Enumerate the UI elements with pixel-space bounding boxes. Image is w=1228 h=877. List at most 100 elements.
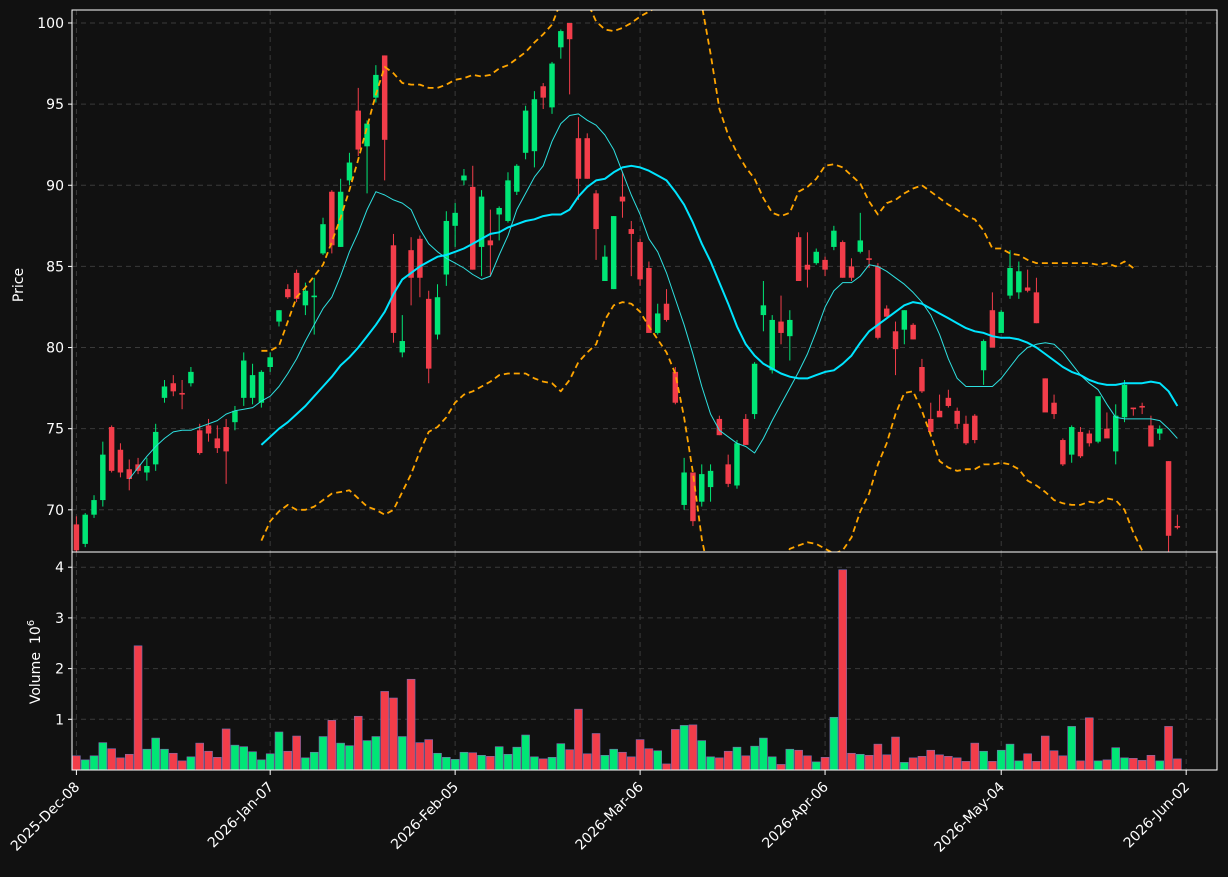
volume-bar — [142, 748, 152, 770]
candle-down — [214, 438, 221, 449]
volume-bar — [627, 756, 636, 770]
volume-bar — [151, 737, 160, 770]
candle-up — [434, 297, 441, 335]
candle-down — [663, 303, 670, 320]
candle-up — [249, 375, 256, 398]
candle-down — [381, 55, 388, 140]
fast-moving-average-line — [128, 113, 1178, 480]
candle-down — [919, 367, 925, 392]
volume-bar — [688, 724, 698, 770]
volume-bar — [327, 720, 337, 770]
volume-bar — [785, 748, 795, 770]
candle-down — [1086, 433, 1093, 444]
volume-bar — [574, 708, 583, 770]
candle-up — [505, 180, 511, 221]
volume-bar — [653, 750, 662, 770]
candle-down — [1033, 292, 1040, 324]
volume-bar — [829, 716, 839, 770]
volume-bar — [979, 750, 988, 770]
volume-bar — [1137, 760, 1147, 770]
volume-bar — [679, 725, 689, 770]
candle-up — [1157, 428, 1163, 434]
volume-bar — [582, 753, 592, 770]
volume-bar — [433, 752, 442, 770]
candle-down — [1148, 425, 1154, 447]
volume-bar — [1111, 747, 1120, 770]
volume-bar — [600, 754, 610, 770]
candle-up — [311, 295, 317, 298]
candle-down — [417, 238, 423, 278]
volume-bar — [512, 746, 522, 770]
volume-bar — [1146, 754, 1156, 770]
volume-bar — [424, 739, 433, 770]
candle-up — [558, 31, 564, 48]
candle-down — [1174, 526, 1181, 528]
candle-up — [82, 514, 88, 544]
volume-bar — [970, 742, 980, 770]
candle-up — [188, 371, 194, 384]
volume-bar — [1023, 753, 1032, 770]
candle-down — [743, 418, 749, 445]
candle-down — [1060, 440, 1066, 465]
volume-tick-label: 2 — [55, 662, 64, 678]
volume-bar — [908, 757, 918, 770]
candle-down — [945, 397, 952, 406]
candle-down — [329, 191, 335, 246]
volume-bar — [230, 744, 240, 770]
volume-bar — [1005, 743, 1015, 770]
price-axis-label: Price — [11, 268, 27, 302]
candle-up — [751, 363, 758, 415]
volume-bar — [415, 742, 425, 770]
candle-down — [126, 469, 132, 479]
volume-bar — [961, 761, 971, 770]
candle-down — [646, 268, 652, 333]
candle-up — [681, 472, 687, 505]
volume-axis-multiplier-exponent: 6 — [26, 620, 37, 626]
candle-down — [778, 321, 784, 333]
volume-bar — [160, 748, 169, 770]
volume-bar — [362, 740, 372, 770]
volume-bar — [107, 748, 116, 770]
volume-bar — [1014, 760, 1024, 770]
candle-up — [699, 474, 705, 502]
candle-down — [285, 289, 291, 298]
volume-bar — [80, 759, 90, 770]
candle-down — [716, 418, 723, 436]
candle-up — [531, 99, 538, 152]
volume-bar — [292, 735, 301, 770]
candle-down — [390, 245, 397, 333]
candle-down — [883, 308, 890, 317]
candle-up — [320, 224, 326, 254]
candle-down — [408, 250, 414, 278]
candle-up — [478, 196, 485, 247]
volume-bar — [494, 746, 504, 770]
volume-bar — [547, 757, 557, 770]
volume-bar — [723, 750, 733, 770]
volume-bar — [838, 569, 847, 770]
candle-down — [566, 22, 573, 40]
volume-bar — [609, 748, 618, 770]
candle-up — [443, 220, 450, 275]
candle-down — [839, 242, 846, 278]
candle-up — [152, 431, 159, 465]
volume-bar — [309, 751, 319, 770]
candle-up — [734, 443, 740, 486]
candle-down — [425, 298, 432, 369]
candle-down — [540, 86, 546, 98]
volume-bar — [213, 757, 222, 770]
volume-bar — [767, 756, 777, 770]
volume-bar — [565, 749, 574, 770]
volume-bar — [935, 754, 944, 770]
candle-down — [179, 392, 185, 395]
candle-down — [355, 110, 361, 150]
volume-bar — [864, 754, 874, 770]
candle-down — [170, 383, 177, 392]
volume-bar — [72, 755, 81, 770]
volume-bar — [803, 755, 812, 770]
volume-axis-label-text: Volume — [28, 652, 44, 704]
volume-bar — [715, 757, 724, 770]
candle-down — [892, 331, 899, 350]
volume-layer — [72, 569, 1182, 770]
volume-bar — [1093, 760, 1103, 770]
